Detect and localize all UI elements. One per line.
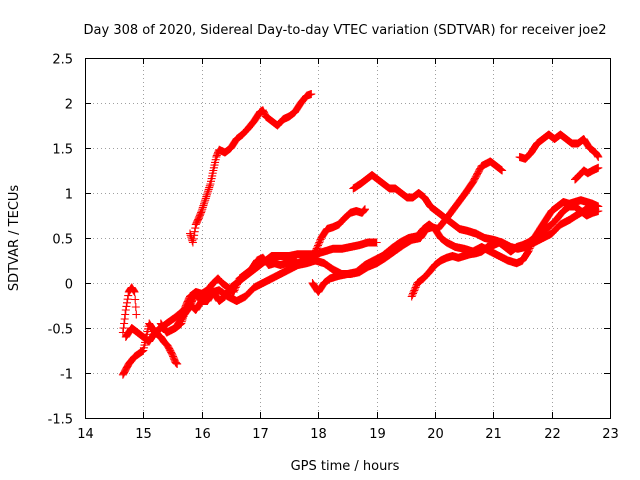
data-points xyxy=(515,130,603,163)
data-points xyxy=(186,90,316,247)
series-track-9 xyxy=(186,90,316,247)
y-tick-label: 1.5 xyxy=(52,143,73,158)
x-tick-label: 16 xyxy=(194,427,211,442)
x-tick-label: 22 xyxy=(544,427,561,442)
y-tick-label: 0 xyxy=(65,278,73,293)
data-points xyxy=(407,196,603,301)
grid xyxy=(85,58,610,418)
x-tick-label: 19 xyxy=(369,427,386,442)
data-points xyxy=(571,163,603,184)
x-tick-label: 17 xyxy=(252,427,269,442)
x-tick-label: 15 xyxy=(135,427,152,442)
series-track-11 xyxy=(571,163,603,184)
y-tick-label: 1 xyxy=(65,188,73,203)
y-tick-label: 0.5 xyxy=(52,233,73,248)
y-tick-label: -0.5 xyxy=(48,323,73,338)
x-tick-label: 23 xyxy=(602,427,619,442)
x-tick-label: 21 xyxy=(485,427,502,442)
series-track-2 xyxy=(118,319,182,379)
y-tick-label: 2 xyxy=(65,98,73,113)
plot-area xyxy=(118,90,603,379)
y-axis-label: SDTVAR / TECUs xyxy=(7,185,22,292)
x-axis-label: GPS time / hours xyxy=(291,459,400,474)
data-points xyxy=(118,283,141,337)
chart-title: Day 308 of 2020, Sidereal Day-to-day VTE… xyxy=(84,23,607,38)
series-track-4 xyxy=(171,238,381,332)
data-points xyxy=(118,319,182,379)
y-tick-label: 2.5 xyxy=(52,53,73,68)
x-tick-label: 20 xyxy=(427,427,444,442)
data-points xyxy=(171,238,381,332)
series-track-8 xyxy=(407,196,603,301)
axes: 14 15 16 17 18 19 20 21 22 23 -1.5 -1 -0.5 0 0.5 1 1.5 2 2… xyxy=(48,53,619,443)
series-track-1 xyxy=(118,283,141,337)
x-tick-label: 18 xyxy=(310,427,327,442)
series-track-10 xyxy=(515,130,603,163)
y-tick-label: -1.5 xyxy=(48,413,73,428)
x-tick-label: 14 xyxy=(77,427,94,442)
y-tick-label: -1 xyxy=(60,368,73,383)
